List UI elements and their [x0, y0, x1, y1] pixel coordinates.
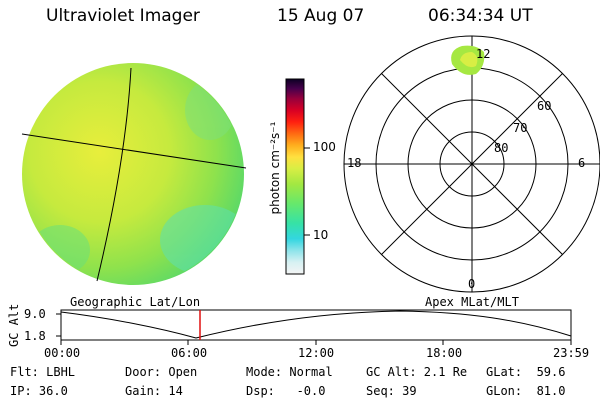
- colorbar-tick-10: 10: [313, 228, 329, 242]
- colorbar-units-label: photon cm⁻²s⁻¹: [268, 121, 282, 215]
- colorbar-tick-100: 100: [313, 140, 336, 154]
- mlt-label-6: 6: [578, 156, 586, 170]
- time-tick: 12:00: [298, 346, 335, 360]
- lat-label-70: 70: [513, 121, 528, 135]
- time-tick: 18:00: [426, 346, 463, 360]
- polar-plot: [343, 35, 600, 293]
- time-tick: 23:59: [553, 346, 590, 360]
- mlt-label-12: 12: [476, 47, 491, 61]
- altitude-strip: [56, 309, 572, 345]
- geographic-image: [21, 63, 247, 285]
- status-door: Door: Open: [125, 365, 198, 379]
- time-tick: 00:00: [44, 346, 81, 360]
- status-glon: GLon: 81.0: [486, 384, 566, 398]
- altitude-tick-high: 9.0: [24, 307, 46, 321]
- status-ip: IP: 36.0: [10, 384, 68, 398]
- latitude-line: [21, 133, 247, 169]
- mlt-label-0: 0: [468, 277, 476, 291]
- time-tick: 06:00: [171, 346, 208, 360]
- altitude-curve: [60, 310, 572, 339]
- longitude-line: [96, 67, 132, 282]
- altitude-tick-low: 1.8: [24, 329, 46, 343]
- colorbar: [285, 78, 310, 275]
- status-mode: Mode: Normal: [246, 365, 333, 379]
- instrument-title: Ultraviolet Imager: [46, 6, 200, 26]
- status-filter: Flt: LBHL: [10, 365, 76, 379]
- observation-date: 15 Aug 07: [277, 6, 365, 26]
- geographic-panel-label: Geographic Lat/Lon: [70, 295, 201, 309]
- status-gain: Gain: 14: [125, 384, 183, 398]
- status-seq: Seq: 39: [366, 384, 417, 398]
- lat-label-60: 60: [537, 99, 552, 113]
- observation-time: 06:34:34 UT: [428, 6, 533, 26]
- lat-label-80: 80: [494, 141, 509, 155]
- altitude-axis-label: GC Alt: [7, 303, 21, 347]
- status-glat: GLat: 59.6: [486, 365, 566, 379]
- polar-panel-label: Apex MLat/MLT: [425, 295, 519, 309]
- mlt-label-18: 18: [347, 156, 362, 170]
- status-dsp: Dsp: -0.0: [246, 384, 326, 398]
- status-gc-alt: GC Alt: 2.1 Re: [366, 365, 468, 379]
